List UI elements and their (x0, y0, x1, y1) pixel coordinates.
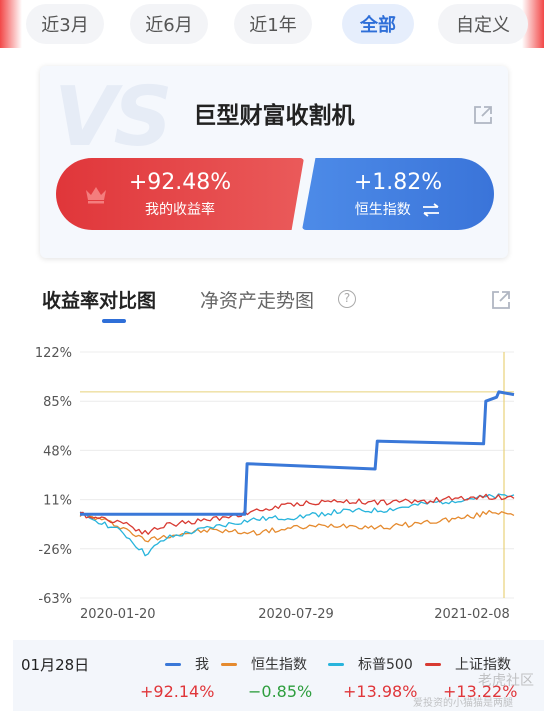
x-tick-label: 2020-07-29 (258, 607, 334, 622)
share-icon[interactable] (472, 104, 494, 126)
legend-swatch-me (165, 662, 181, 666)
vs-watermark: VS (54, 70, 173, 165)
tab-all[interactable]: 全部 (342, 4, 414, 44)
crown-icon (86, 187, 106, 204)
chart-share-icon[interactable] (490, 289, 512, 311)
y-tick-label: 48% (43, 444, 72, 459)
tab-net-asset-trend[interactable]: 净资产走势图 (200, 290, 315, 312)
tab-3-months[interactable]: 近3月 (26, 4, 104, 44)
y-tick-label: 85% (43, 395, 72, 410)
legend-value-me: +92.14% (140, 682, 215, 701)
series-line-shanghai (79, 493, 515, 535)
legend-label-sp500: 标普500 (358, 657, 413, 673)
y-tick-label: 11% (43, 494, 72, 509)
watermark-author: 爱投资的小猫猫是两腿 (413, 698, 513, 709)
legend-swatch-sp500 (328, 662, 344, 666)
series-line-sp500 (79, 493, 515, 557)
legend-date: 01月28日 (21, 656, 90, 674)
legend-item-hang-seng: 恒生指数 (221, 654, 307, 674)
tab-1-year[interactable]: 近1年 (234, 4, 312, 44)
legend-label-me: 我 (195, 657, 209, 673)
benchmark-button[interactable]: +1.82% 恒生指数 (302, 158, 494, 230)
legend-item-sp500: 标普500 (328, 654, 413, 674)
benchmark-label: 恒生指数 (354, 202, 411, 218)
watermark-community: 老虎社区 (478, 673, 534, 689)
chart-canvas: 122% 85% 48% 11% -26% -63% 2020-01-20 2020-07-2… (35, 346, 515, 622)
legend-value-sp500: +13.98% (343, 682, 418, 701)
y-tick-label: 122% (35, 346, 72, 361)
swap-icon[interactable] (421, 203, 441, 217)
legend-panel: 01月28日 我 恒生指数 标普500 上证指数 +92.14% −0.85% … (13, 640, 544, 711)
legend-item-me: 我 (165, 654, 209, 674)
legend-swatch-shanghai (425, 662, 441, 666)
tab-return-comparison[interactable]: 收益率对比图 (42, 290, 157, 312)
series-line-hang-seng (79, 509, 515, 543)
tab-6-months[interactable]: 近6月 (130, 4, 208, 44)
my-return-value: +92.48% (128, 170, 232, 195)
benchmark-value: +1.82% (353, 170, 443, 195)
y-tick-label: -26% (38, 543, 72, 558)
series-line-me (80, 390, 515, 516)
x-tick-label: 2021-02-08 (434, 607, 510, 622)
legend-label-shanghai: 上证指数 (455, 657, 511, 673)
tab-custom[interactable]: 自定义 (438, 4, 528, 44)
legend-item-shanghai: 上证指数 (425, 654, 511, 674)
active-tab-indicator (102, 319, 126, 323)
comparison-card: VS 巨型财富收割机 +92.48% 我的收益率 +1.82% 恒生指数 (40, 66, 508, 258)
portfolio-title: 巨型财富收割机 (193, 103, 355, 129)
my-return-button[interactable]: +92.48% 我的收益率 (56, 158, 304, 230)
help-icon[interactable]: ? (338, 290, 356, 308)
benchmark-label-row: 恒生指数 (302, 199, 494, 219)
y-tick-label: -63% (38, 592, 72, 607)
my-return-label: 我的收益率 (145, 202, 215, 218)
legend-value-hang-seng: −0.85% (248, 682, 313, 701)
legend-swatch-hang-seng (221, 662, 237, 666)
legend-value-shanghai: +13.22% (443, 682, 518, 701)
return-comparison-chart[interactable]: 122% 85% 48% 11% -26% -63% 2020-01-20 2020-07-2… (0, 336, 544, 626)
legend-label-hang-seng: 恒生指数 (251, 657, 307, 673)
x-tick-label: 2020-01-20 (80, 607, 156, 622)
